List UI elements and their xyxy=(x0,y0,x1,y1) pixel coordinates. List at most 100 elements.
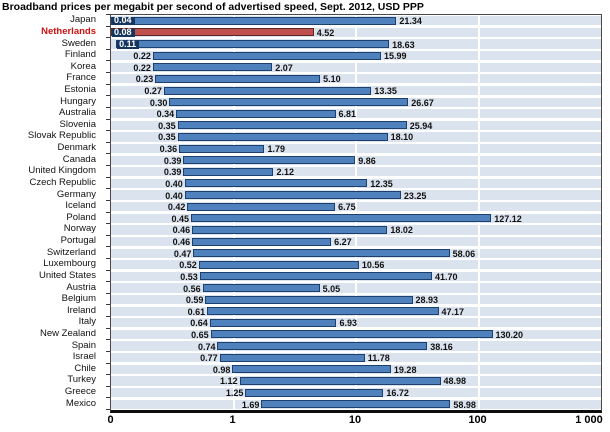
max-value-label: 5.10 xyxy=(323,74,341,85)
gridline xyxy=(355,15,357,410)
country-label: Norway xyxy=(63,223,96,235)
y-axis-tick xyxy=(106,385,110,387)
min-value-label: 0.22 xyxy=(133,51,151,62)
country-bar xyxy=(183,167,274,176)
min-value-label: 0.74 xyxy=(197,341,216,352)
country-bar xyxy=(152,51,381,60)
country-label: Israel xyxy=(72,351,96,363)
max-value-label: 41.70 xyxy=(434,271,458,282)
max-value-label: 6.81 xyxy=(338,109,357,120)
min-value-label: 0.53 xyxy=(180,271,198,282)
country-label: Ireland xyxy=(66,304,96,316)
country-bar xyxy=(163,86,372,95)
y-axis-tick xyxy=(106,211,110,213)
max-value-label: 23.25 xyxy=(403,190,427,201)
country-label: United States xyxy=(38,269,96,281)
x-axis-tick-label: 0 xyxy=(107,414,114,426)
country-label: Finland xyxy=(64,49,96,61)
y-axis-tick xyxy=(106,95,110,97)
country-bar xyxy=(191,214,492,223)
country-bar xyxy=(217,342,428,351)
max-value-label: 13.35 xyxy=(374,86,397,96)
y-axis-tick xyxy=(106,374,110,376)
country-label: Iceland xyxy=(65,200,96,212)
country-label: Luxembourg xyxy=(43,258,96,270)
y-axis-tick xyxy=(106,350,110,352)
min-value-label: 0.46 xyxy=(172,225,191,236)
min-value-label: 0.45 xyxy=(171,213,190,224)
y-axis-tick xyxy=(106,60,110,62)
country-label: Slovak Republic xyxy=(27,130,96,142)
y-axis-tick xyxy=(106,48,110,50)
max-value-label: 5.05 xyxy=(322,283,341,294)
y-axis-tick xyxy=(106,141,110,143)
max-value-label: 21.34 xyxy=(399,16,422,27)
country-label: Austria xyxy=(66,281,96,293)
y-axis-tick xyxy=(106,14,110,15)
y-axis-tick xyxy=(106,269,110,271)
max-value-label: 1.79 xyxy=(267,144,285,155)
y-axis-tick xyxy=(106,176,110,178)
country-label: Netherlands xyxy=(41,25,96,37)
x-axis-tick-label: 100 xyxy=(468,414,487,426)
y-axis-tick xyxy=(106,246,110,248)
max-value-label: 12.35 xyxy=(370,178,393,189)
y-axis-tick xyxy=(106,397,110,399)
max-value-label: 2.07 xyxy=(275,62,293,73)
country-bar xyxy=(261,400,451,409)
y-axis-tick xyxy=(106,83,110,85)
country-label: Korea xyxy=(70,60,96,72)
max-value-label: 6.75 xyxy=(338,202,356,213)
country-bar xyxy=(193,249,450,258)
gridline xyxy=(232,15,235,410)
max-value-label: 2.12 xyxy=(276,167,294,178)
country-bar xyxy=(111,16,397,25)
max-value-label: 58.06 xyxy=(452,248,476,259)
max-value-label: 15.99 xyxy=(383,51,407,62)
country-bar xyxy=(239,376,441,385)
max-value-label: 127.12 xyxy=(494,213,522,224)
min-value-label: 0.65 xyxy=(191,329,209,340)
country-label: Czech Republic xyxy=(29,176,96,188)
min-value-label: 0.08 xyxy=(112,27,135,37)
y-axis-tick xyxy=(106,72,110,74)
min-value-label: 0.35 xyxy=(158,132,176,143)
country-bar xyxy=(111,28,314,37)
country-bar xyxy=(210,330,493,339)
country-bar xyxy=(198,260,359,269)
y-axis-tick xyxy=(106,153,110,155)
x-axis-tick-label: 1 000 xyxy=(575,414,603,426)
country-bar xyxy=(205,295,413,304)
min-value-label: 0.47 xyxy=(173,248,192,259)
country-label: Australia xyxy=(59,107,96,119)
max-value-label: 130.20 xyxy=(495,329,524,340)
y-axis-tick xyxy=(106,118,110,120)
max-value-label: 26.67 xyxy=(411,97,434,108)
min-value-label: 0.40 xyxy=(165,178,183,189)
y-axis-tick xyxy=(106,292,110,294)
min-value-label: 0.40 xyxy=(165,190,183,201)
max-value-label: 9.86 xyxy=(358,155,376,166)
country-label: Switzerland xyxy=(46,246,96,258)
country-bar xyxy=(202,284,320,292)
country-bar xyxy=(232,365,391,374)
country-bar xyxy=(207,307,439,316)
y-axis-tick xyxy=(106,234,110,236)
country-bar xyxy=(192,225,388,234)
country-bar xyxy=(152,63,273,72)
y-axis-tick xyxy=(106,188,110,190)
max-value-label: 48.98 xyxy=(443,376,467,387)
min-value-label: 0.30 xyxy=(149,97,168,108)
country-label: Spain xyxy=(71,339,96,351)
min-value-label: 0.36 xyxy=(159,144,178,155)
min-value-label: 0.39 xyxy=(163,155,182,166)
country-bar xyxy=(176,109,336,118)
country-label: Portugal xyxy=(60,235,96,247)
min-value-label: 0.22 xyxy=(133,62,151,73)
gridline xyxy=(477,15,480,410)
y-axis-tick xyxy=(106,281,110,283)
max-value-label: 58.98 xyxy=(453,399,476,410)
country-bar xyxy=(192,237,332,246)
max-value-label: 16.72 xyxy=(386,388,409,399)
